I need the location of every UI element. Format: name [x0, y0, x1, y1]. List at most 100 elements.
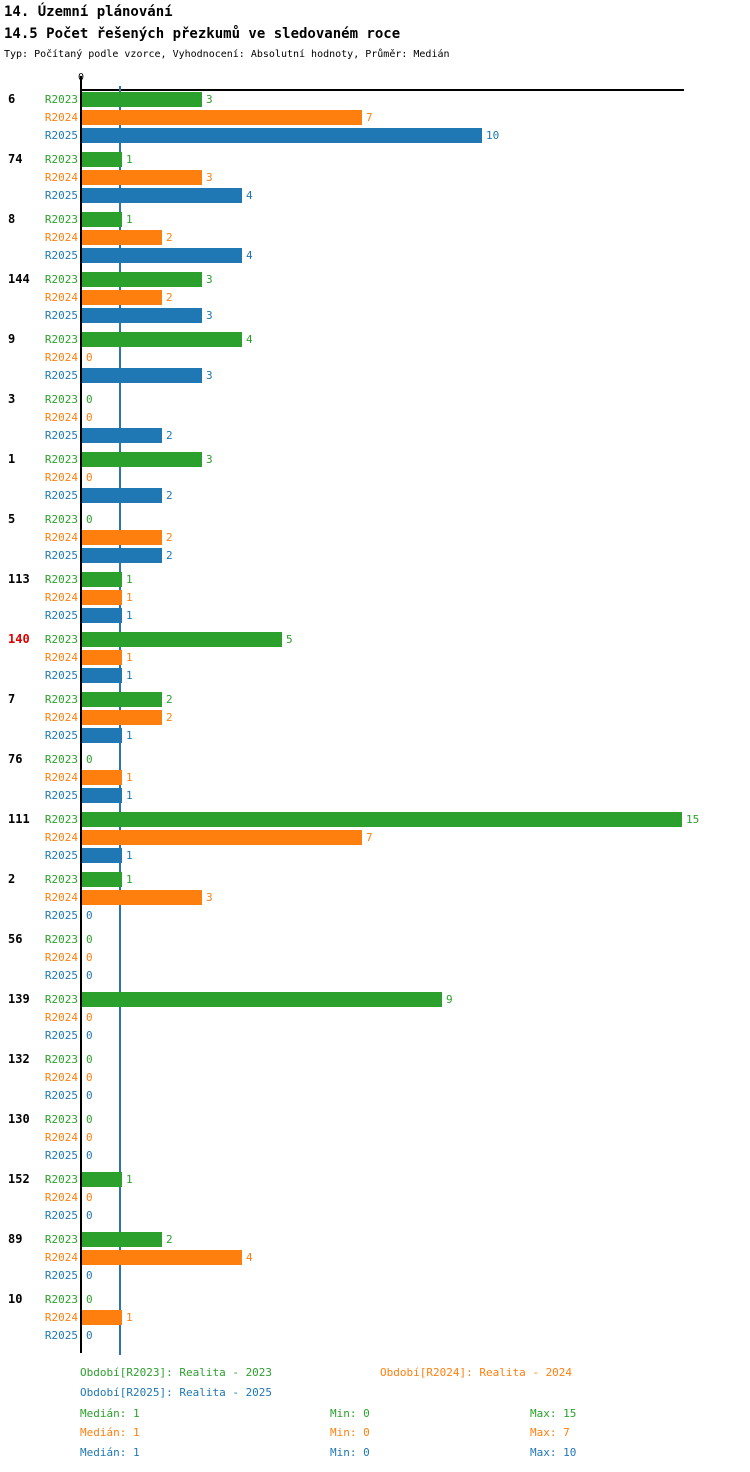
- bar-value-label: 7: [366, 831, 373, 844]
- legend-period-r2023: Období[R2023]: Realita - 2023: [80, 1366, 273, 1379]
- legend-median-r2025: Medián: 1: [80, 1446, 140, 1459]
- series-label: R2024: [44, 771, 78, 784]
- series-label: R2025: [44, 129, 78, 142]
- group-label: 7: [8, 692, 16, 706]
- bar-value-label: 0: [86, 471, 93, 484]
- bar-value-label: 0: [86, 1071, 93, 1084]
- chart-meta-line: Typ: Počítaný podle vzorce, Vyhodnocení:…: [4, 49, 450, 60]
- series-label: R2025: [44, 429, 78, 442]
- series-label: R2025: [44, 1149, 78, 1162]
- bar: [82, 692, 162, 707]
- group-label: 6: [8, 92, 16, 106]
- bar-value-label: 1: [126, 591, 133, 604]
- legend-min-r2025: Min: 0: [330, 1446, 370, 1459]
- bar-value-label: 0: [86, 1149, 93, 1162]
- series-label: R2025: [44, 309, 78, 322]
- bar: [82, 128, 482, 143]
- bar-value-label: 3: [206, 171, 213, 184]
- group-label: 89: [8, 1232, 23, 1246]
- group-label: 56: [8, 932, 23, 946]
- bar-value-label: 2: [166, 531, 173, 544]
- series-label: R2024: [44, 591, 78, 604]
- bar-value-label: 0: [86, 1329, 93, 1342]
- bar-value-label: 4: [246, 333, 253, 346]
- series-label: R2023: [44, 573, 78, 586]
- bar-value-label: 3: [206, 309, 213, 322]
- bar-value-label: 4: [246, 249, 253, 262]
- bar-value-label: 1: [126, 771, 133, 784]
- group-label: 139: [8, 992, 30, 1006]
- series-label: R2025: [44, 249, 78, 262]
- bar: [82, 530, 162, 545]
- bar-value-label: 0: [86, 1089, 93, 1102]
- series-label: R2024: [44, 1071, 78, 1084]
- axis-zero-tick: [80, 76, 82, 89]
- bar-value-label: 1: [126, 849, 133, 862]
- group-label: 10: [8, 1292, 23, 1306]
- bar-value-label: 3: [206, 891, 213, 904]
- group-label: 130: [8, 1112, 30, 1126]
- bar: [82, 188, 242, 203]
- bar: [82, 830, 362, 845]
- group-label: 152: [8, 1172, 30, 1186]
- series-label: R2023: [44, 1053, 78, 1066]
- bar-value-label: 1: [126, 1311, 133, 1324]
- bar: [82, 650, 122, 665]
- bar-value-label: 0: [86, 951, 93, 964]
- bar: [82, 488, 162, 503]
- bar: [82, 728, 122, 743]
- page-title: 14. Územní plánování: [4, 4, 173, 20]
- bar-value-label: 1: [126, 789, 133, 802]
- legend-period-r2025: Období[R2025]: Realita - 2025: [80, 1386, 273, 1399]
- legend-min-r2023: Min: 0: [330, 1407, 370, 1420]
- legend-period-r2024: Období[R2024]: Realita - 2024: [380, 1366, 573, 1379]
- bar: [82, 170, 202, 185]
- series-label: R2024: [44, 831, 78, 844]
- bar-value-label: 4: [246, 189, 253, 202]
- series-label: R2023: [44, 753, 78, 766]
- series-label: R2023: [44, 1293, 78, 1306]
- bar-value-label: 1: [126, 873, 133, 886]
- series-label: R2024: [44, 291, 78, 304]
- series-label: R2023: [44, 1113, 78, 1126]
- series-label: R2023: [44, 153, 78, 166]
- series-label: R2024: [44, 1191, 78, 1204]
- bar: [82, 1310, 122, 1325]
- bar: [82, 890, 202, 905]
- bar-value-label: 0: [86, 1269, 93, 1282]
- series-label: R2024: [44, 171, 78, 184]
- bar-value-label: 2: [166, 1233, 173, 1246]
- bar: [82, 272, 202, 287]
- group-label: 144: [8, 272, 30, 286]
- bar-value-label: 15: [686, 813, 700, 826]
- legend-median-r2023: Medián: 1: [80, 1407, 140, 1420]
- series-label: R2025: [44, 1209, 78, 1222]
- bar-value-label: 1: [126, 1173, 133, 1186]
- series-label: R2025: [44, 549, 78, 562]
- bar: [82, 710, 162, 725]
- series-label: R2025: [44, 1269, 78, 1282]
- bar: [82, 632, 282, 647]
- series-label: R2025: [44, 669, 78, 682]
- series-label: R2023: [44, 693, 78, 706]
- series-label: R2023: [44, 513, 78, 526]
- group-label: 1: [8, 452, 16, 466]
- bar-value-label: 0: [86, 909, 93, 922]
- series-label: R2025: [44, 1029, 78, 1042]
- series-label: R2025: [44, 609, 78, 622]
- bar-value-label: 1: [126, 153, 133, 166]
- series-label: R2023: [44, 333, 78, 346]
- bar-value-label: 7: [366, 111, 373, 124]
- bar-value-label: 0: [86, 1029, 93, 1042]
- series-label: R2025: [44, 849, 78, 862]
- bar-value-label: 0: [86, 351, 93, 364]
- series-label: R2024: [44, 111, 78, 124]
- bar-value-label: 1: [126, 609, 133, 622]
- bar-value-label: 0: [86, 753, 93, 766]
- series-label: R2023: [44, 633, 78, 646]
- bar-value-label: 5: [286, 633, 293, 646]
- bar-value-label: 9: [446, 993, 453, 1006]
- series-label: R2025: [44, 729, 78, 742]
- bar-value-label: 0: [86, 933, 93, 946]
- bar: [82, 992, 442, 1007]
